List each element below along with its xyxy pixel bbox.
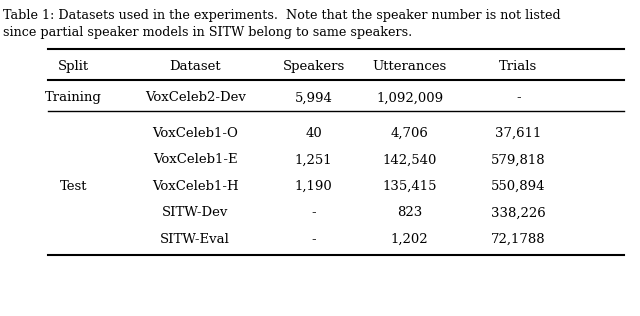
Text: 135,415: 135,415 — [382, 180, 437, 193]
Text: 142,540: 142,540 — [383, 153, 436, 167]
Text: VoxCeleb1-O: VoxCeleb1-O — [152, 127, 238, 140]
Text: VoxCeleb1-H: VoxCeleb1-H — [152, 180, 239, 193]
Text: Utterances: Utterances — [372, 60, 447, 73]
Text: SITW-Dev: SITW-Dev — [162, 206, 228, 220]
Text: Trials: Trials — [499, 60, 538, 73]
Text: 72,1788: 72,1788 — [491, 233, 546, 246]
Text: Test: Test — [60, 180, 87, 193]
Text: 338,226: 338,226 — [491, 206, 546, 220]
Text: -: - — [311, 233, 316, 246]
Text: 579,818: 579,818 — [491, 153, 546, 167]
Text: Speakers: Speakers — [282, 60, 345, 73]
Text: SITW-Eval: SITW-Eval — [160, 233, 230, 246]
Text: -: - — [311, 206, 316, 220]
Text: 1,251: 1,251 — [295, 153, 332, 167]
Text: -: - — [516, 91, 521, 105]
Text: 37,611: 37,611 — [495, 127, 541, 140]
Text: 40: 40 — [305, 127, 322, 140]
Text: 1,202: 1,202 — [391, 233, 428, 246]
Text: since partial speaker models in SITW belong to same speakers.: since partial speaker models in SITW bel… — [3, 26, 412, 39]
Text: 823: 823 — [397, 206, 422, 220]
Text: 1,190: 1,190 — [295, 180, 332, 193]
Text: 4,706: 4,706 — [390, 127, 429, 140]
Text: Dataset: Dataset — [170, 60, 221, 73]
Text: 5,994: 5,994 — [294, 91, 333, 105]
Text: VoxCeleb1-E: VoxCeleb1-E — [153, 153, 237, 167]
Text: 1,092,009: 1,092,009 — [376, 91, 443, 105]
Text: VoxCeleb2-Dev: VoxCeleb2-Dev — [145, 91, 246, 105]
Text: 550,894: 550,894 — [491, 180, 546, 193]
Text: Split: Split — [58, 60, 89, 73]
Text: Training: Training — [45, 91, 102, 105]
Text: Table 1: Datasets used in the experiments.  Note that the speaker number is not : Table 1: Datasets used in the experiment… — [3, 9, 561, 22]
